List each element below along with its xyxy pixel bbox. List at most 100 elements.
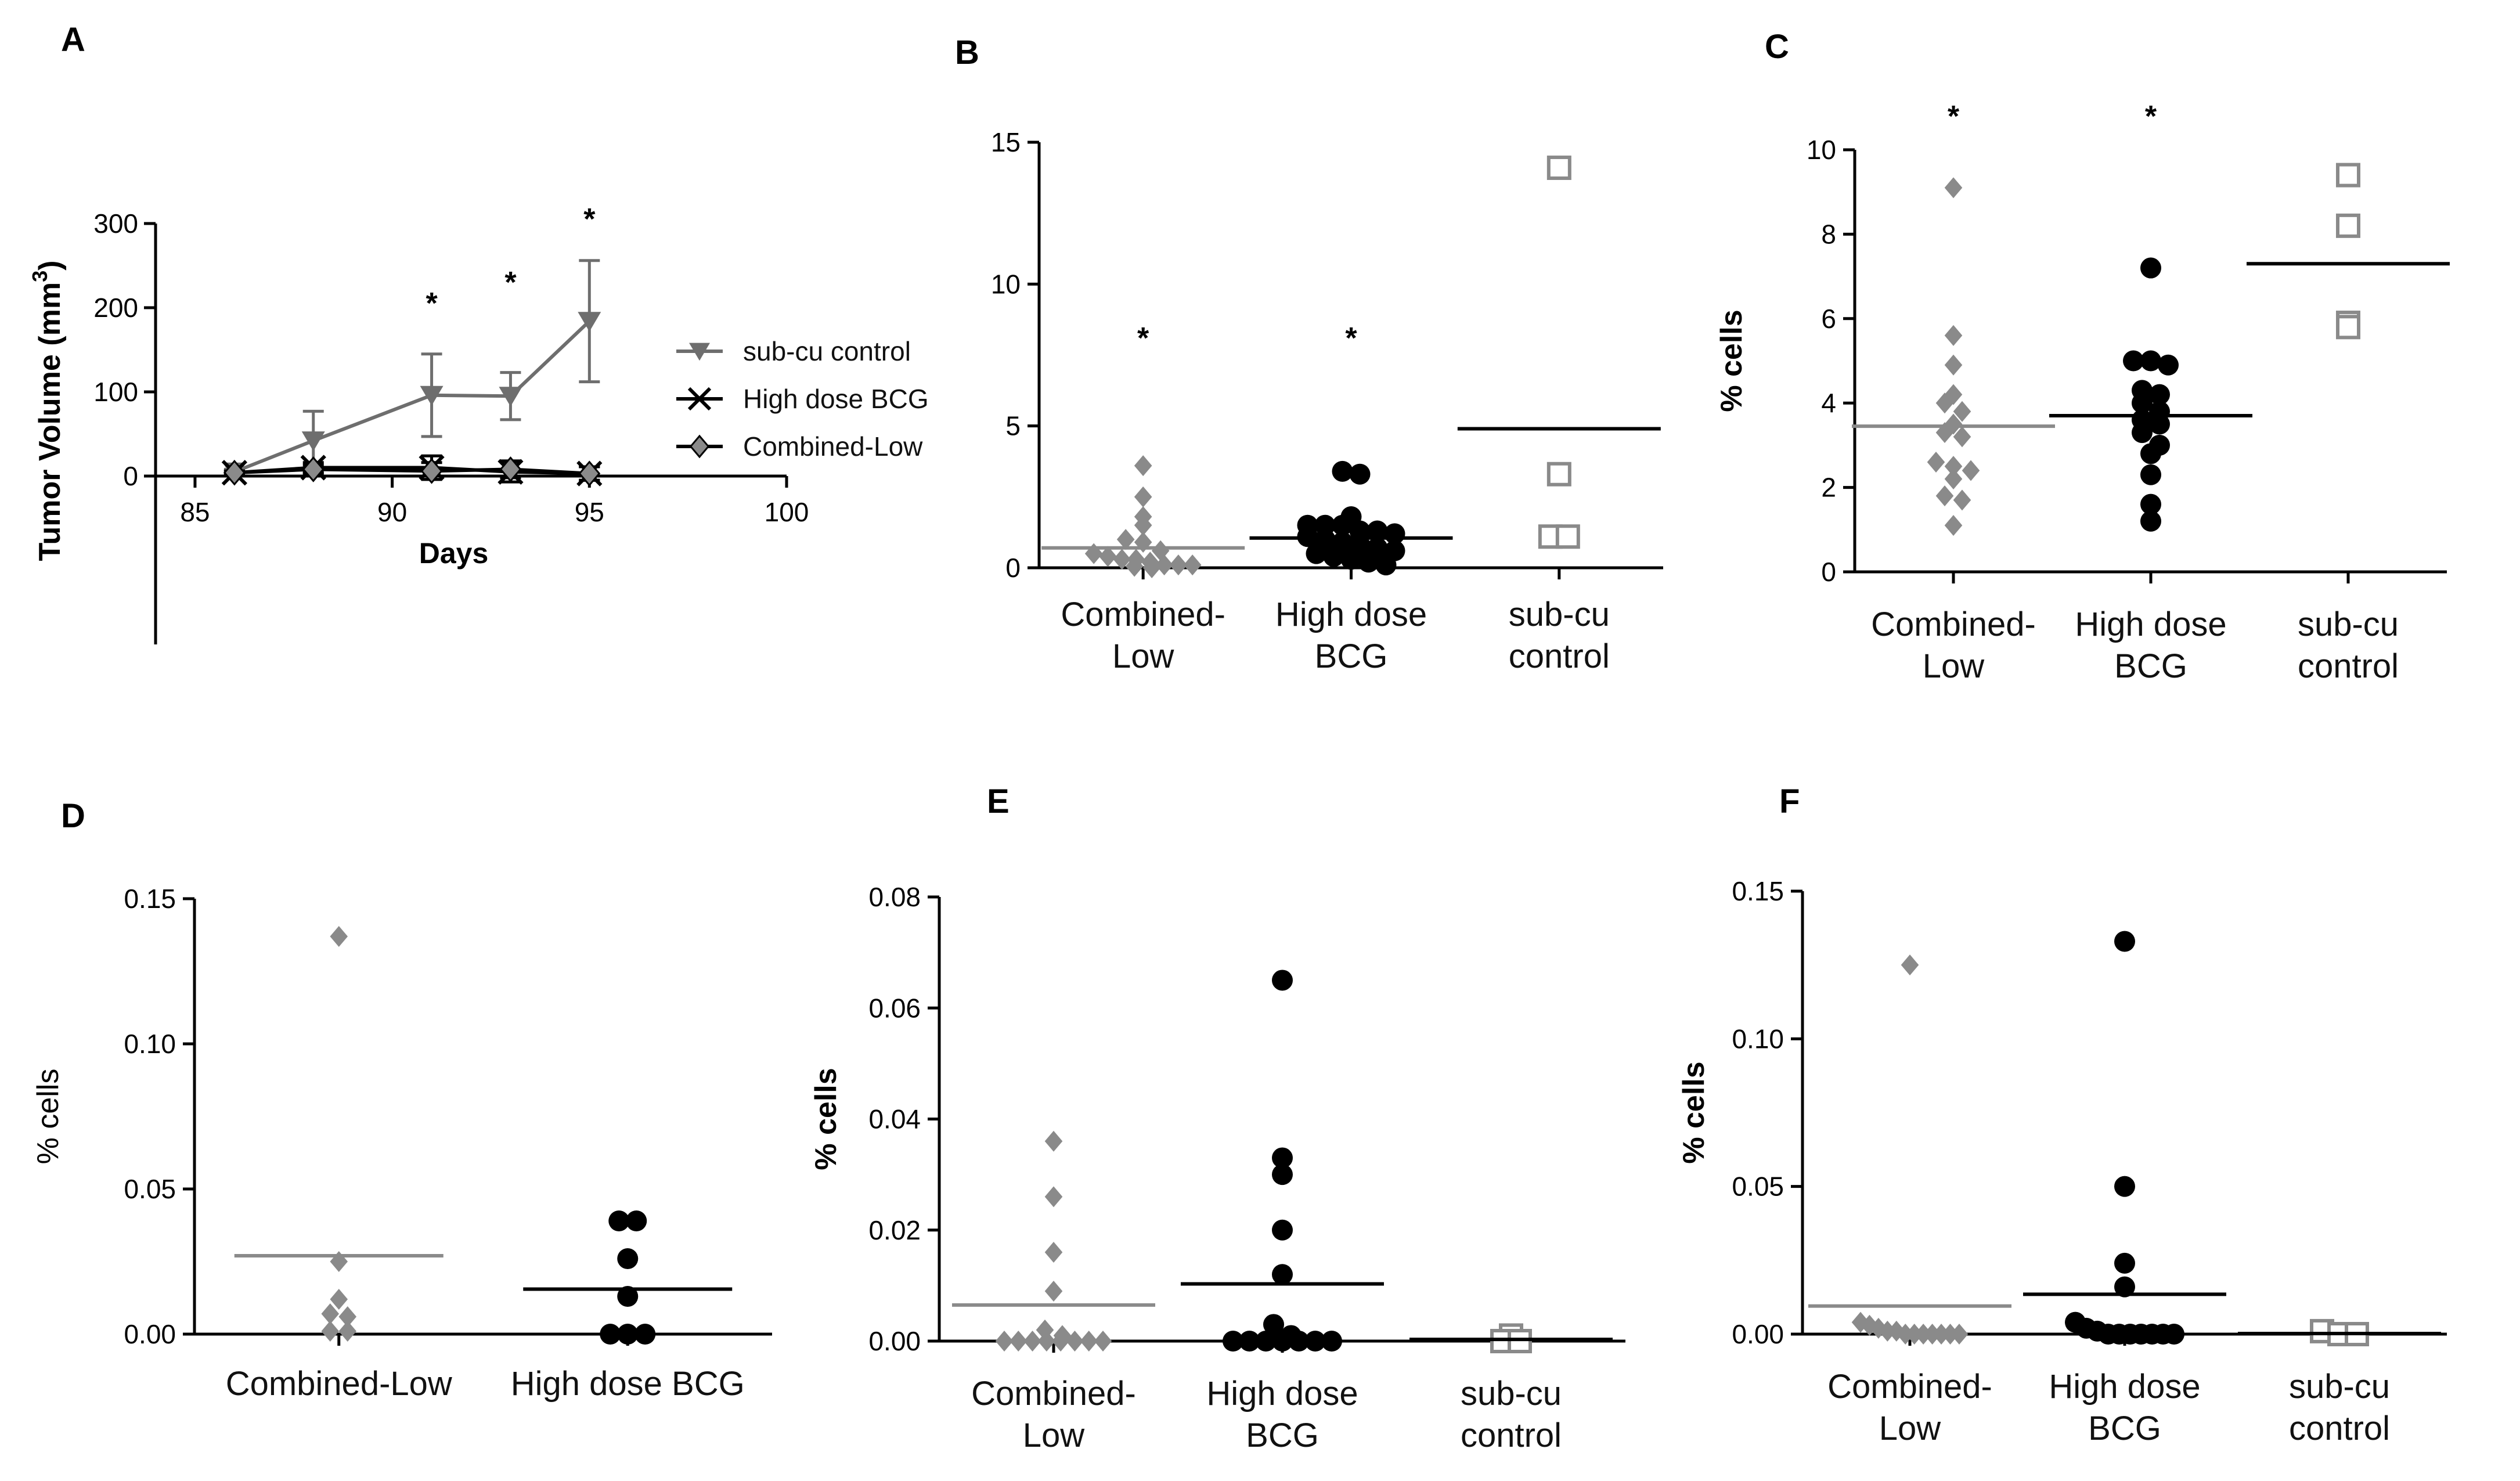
data-point bbox=[617, 1248, 639, 1269]
group-0: Combined-Low bbox=[952, 1130, 1155, 1454]
data-point bbox=[1134, 486, 1152, 507]
data-point bbox=[330, 926, 348, 947]
data-point bbox=[1944, 515, 1963, 536]
data-point bbox=[1340, 549, 1362, 570]
data-point bbox=[1935, 485, 1954, 507]
data-point bbox=[330, 1289, 348, 1310]
y-axis-title: % cells bbox=[31, 1069, 65, 1165]
significance-star: * bbox=[1948, 100, 1960, 134]
panel-letter: D bbox=[61, 797, 85, 835]
series-0 bbox=[222, 259, 601, 482]
group-1: High dose BCG bbox=[2023, 931, 2226, 1447]
data-point bbox=[1044, 1280, 1063, 1302]
data-point bbox=[1272, 1264, 1293, 1285]
category-label: Low bbox=[1879, 1410, 1942, 1447]
data-point bbox=[321, 1321, 340, 1342]
y-tick-label: 0.15 bbox=[124, 884, 176, 914]
data-point bbox=[2114, 931, 2135, 952]
data-point bbox=[1941, 1324, 1959, 1345]
data-point bbox=[338, 1321, 357, 1342]
data-point bbox=[578, 312, 601, 332]
significance-star: * bbox=[1137, 322, 1149, 355]
data-point bbox=[1323, 546, 1344, 567]
panel-E: E 0.00 0.02 0.04 0.06 0.08 % cells Combined- Low… bbox=[809, 783, 1625, 1454]
y-tick-label: 6 bbox=[1821, 304, 1836, 334]
category-label: Low bbox=[1023, 1417, 1086, 1454]
data-point bbox=[1962, 460, 1980, 481]
panel-D: D 0.00 0.05 0.10 0.15 % cells Combined-Low High… bbox=[31, 797, 772, 1403]
y-axis-title-close: ) bbox=[33, 261, 67, 271]
y-tick-label: 0.05 bbox=[1732, 1172, 1784, 1202]
data-point bbox=[223, 459, 246, 486]
category-label: High dose bbox=[1206, 1375, 1358, 1412]
data-point bbox=[1239, 1331, 1260, 1352]
category-label: Combined- bbox=[1827, 1368, 1992, 1406]
y-tick-label: 2 bbox=[1821, 473, 1836, 503]
category-label: sub-cu bbox=[2289, 1368, 2390, 1406]
category-label: High dose bbox=[1275, 596, 1427, 633]
y-tick-label: 0.06 bbox=[868, 993, 921, 1023]
y-axis-title-sup: 3 bbox=[28, 271, 52, 282]
data-point bbox=[2336, 163, 2360, 188]
data-point bbox=[1051, 1331, 1070, 1352]
legend-label: Combined-Low bbox=[743, 431, 923, 462]
category-label: BCG bbox=[2088, 1410, 2161, 1447]
group-0: Combined- Low bbox=[1808, 954, 2011, 1447]
data-point bbox=[2114, 1276, 2135, 1298]
data-point bbox=[1950, 1324, 1969, 1345]
data-point bbox=[499, 387, 522, 407]
data-point bbox=[1367, 520, 1388, 542]
data-point bbox=[1272, 1331, 1293, 1352]
y-tick-label: 0.02 bbox=[868, 1215, 921, 1245]
data-point bbox=[1932, 1324, 1951, 1345]
category-label: BCG bbox=[1315, 637, 1388, 675]
data-point bbox=[1066, 1331, 1084, 1352]
y-axis-title: % cells bbox=[809, 1068, 843, 1170]
data-point bbox=[2149, 384, 2170, 405]
category-label: Low bbox=[1923, 647, 1985, 685]
data-point bbox=[1944, 177, 1963, 199]
category-label: control bbox=[1461, 1417, 1562, 1454]
legend-label: sub-cu control bbox=[743, 336, 911, 366]
data-point bbox=[321, 1303, 340, 1324]
data-point bbox=[1375, 554, 1397, 576]
category-label: Combined- bbox=[1871, 606, 2036, 643]
data-point bbox=[2140, 493, 2161, 515]
data-point bbox=[1169, 554, 1188, 576]
x-marker-stroke bbox=[687, 387, 712, 411]
data-point bbox=[1349, 463, 1371, 485]
y-axis-title-main: Tumor Volume (mm bbox=[33, 282, 67, 561]
panel-letter: F bbox=[1779, 783, 1800, 820]
y-tick-label: 100 bbox=[93, 377, 138, 407]
data-point bbox=[1358, 552, 1379, 573]
data-point bbox=[1953, 401, 1971, 422]
data-point bbox=[2140, 510, 2161, 532]
data-point bbox=[2123, 350, 2144, 372]
y-tick-label: 0.15 bbox=[1732, 876, 1784, 906]
significance-star: * bbox=[504, 266, 517, 300]
group-0: Combined-Low bbox=[226, 926, 453, 1403]
x-tick-label: 85 bbox=[180, 497, 210, 527]
group-2: sub-cu control bbox=[2238, 1318, 2441, 1447]
data-point bbox=[1094, 1331, 1112, 1352]
category-label: Combined- bbox=[1061, 596, 1225, 633]
data-point bbox=[2132, 392, 2153, 414]
data-point bbox=[2140, 443, 2161, 464]
panel-letter: E bbox=[987, 783, 1010, 820]
data-point bbox=[1044, 1242, 1063, 1263]
group-1: High dose BCG * bbox=[2049, 100, 2252, 685]
data-point bbox=[1037, 1331, 1056, 1352]
x-axis-title: Days bbox=[419, 537, 489, 570]
y-tick-label: 10 bbox=[991, 269, 1021, 299]
category-label: BCG bbox=[2114, 647, 2187, 685]
y-axis-title: % cells bbox=[1677, 1061, 1711, 1163]
data-point bbox=[1546, 462, 1571, 487]
significance-star: * bbox=[583, 203, 596, 236]
y-tick-label: 4 bbox=[1821, 388, 1836, 418]
data-point bbox=[2114, 1252, 2135, 1274]
category-label: sub-cu bbox=[1461, 1375, 1562, 1412]
data-point bbox=[2114, 1176, 2135, 1197]
data-point bbox=[1944, 456, 1963, 477]
significance-star: * bbox=[426, 287, 438, 320]
